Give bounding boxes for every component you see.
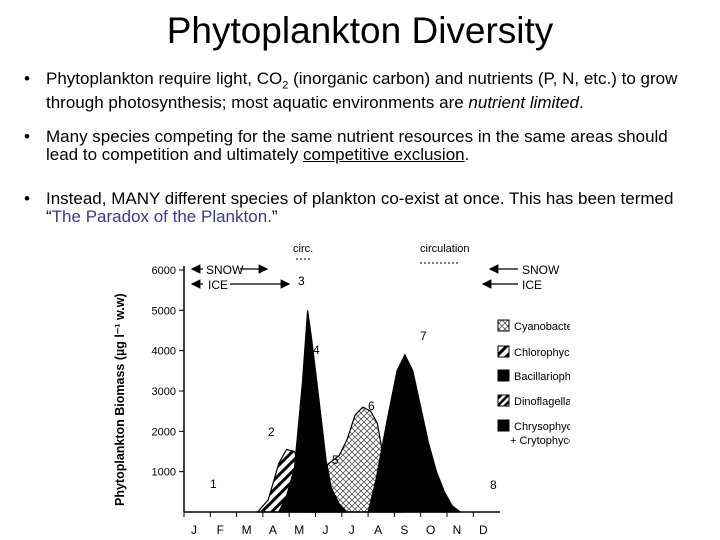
subscript-2: 2 bbox=[282, 79, 289, 92]
y-tick-label: 2000 bbox=[152, 426, 176, 438]
x-tick-label: S bbox=[400, 523, 408, 536]
x-tick-label: N bbox=[453, 523, 462, 536]
y-tick-label: 3000 bbox=[152, 386, 176, 398]
legend-label-crytophyceae: + Crytophyceae bbox=[510, 435, 570, 447]
y-tick-label: 1000 bbox=[152, 467, 176, 479]
ice-label-left: ICE bbox=[208, 278, 228, 292]
legend-label-bacillariophyceae: Bacillariophyceae bbox=[514, 371, 570, 383]
emphasis-competitive-exclusion: competitive exclusion bbox=[303, 145, 465, 164]
x-tick-label: F bbox=[217, 523, 224, 536]
bullet-marker: • bbox=[24, 189, 30, 208]
y-tick-label: 5000 bbox=[152, 305, 176, 317]
bullet-text-end: . bbox=[578, 93, 584, 113]
y-tick-label: 4000 bbox=[152, 346, 176, 358]
peak-label-5: 5 bbox=[332, 453, 339, 467]
circulation-label: circulation bbox=[420, 243, 470, 255]
bullet-text: Many species competing for the same nutr… bbox=[46, 127, 668, 164]
legend-label-chrysophyceae: Chrysophyceae bbox=[514, 421, 570, 433]
y-axis-ticks: 1000 2000 3000 4000 5000 6000 bbox=[152, 265, 184, 479]
series-areas bbox=[256, 310, 462, 513]
emphasis-nutrient-limited: nutrient limited bbox=[468, 93, 579, 113]
peak-label-4: 4 bbox=[313, 343, 320, 357]
bullet-marker: • bbox=[24, 69, 30, 88]
x-tick-label: A bbox=[374, 523, 382, 536]
legend-label-cyanobacteria: Cyanobacteria bbox=[514, 321, 570, 333]
x-tick-label: M bbox=[242, 523, 252, 536]
legend-swatch-chlorophyceae bbox=[497, 345, 510, 358]
peak-label-6: 6 bbox=[368, 399, 375, 413]
bullet-text-end: ” bbox=[271, 207, 278, 226]
peak-label-2: 2 bbox=[268, 425, 275, 439]
legend-swatch-dinoflagellates bbox=[497, 394, 510, 407]
bullet-marker: • bbox=[24, 127, 30, 146]
legend-swatch-bacillariophyceae bbox=[497, 369, 510, 382]
x-tick-label: D bbox=[479, 523, 488, 536]
peak-label-8: 8 bbox=[490, 478, 497, 492]
legend: Cyanobacteria Chlorophyceae Bacillarioph… bbox=[497, 319, 570, 447]
biomass-chart: Phytoplankton Biomass (µg l⁻¹ w.w) 1000 2… bbox=[113, 243, 570, 536]
legend-swatch-cyanobacteria bbox=[497, 319, 510, 332]
page-title: Phytoplankton Diversity bbox=[166, 10, 554, 51]
bullet-text: Phytoplankton require light, CO bbox=[46, 69, 283, 88]
bullet-text: Instead, MANY different species of plank… bbox=[46, 189, 674, 226]
circ-label: circ. bbox=[293, 243, 313, 255]
legend-swatch-chrysophyceae bbox=[497, 419, 510, 432]
paradox-of-plankton-phrase: The Paradox of the Plankton. bbox=[51, 207, 272, 226]
x-tick-label: A bbox=[269, 523, 277, 536]
legend-label-dinoflagellates: Dinoflagellates bbox=[514, 396, 570, 408]
x-tick-label: J bbox=[349, 523, 355, 536]
peak-label-1: 1 bbox=[210, 477, 217, 491]
y-axis-label: Phytoplankton Biomass (µg l⁻¹ w.w) bbox=[113, 293, 127, 506]
x-tick-label: O bbox=[426, 523, 435, 536]
ice-label-right: ICE bbox=[522, 278, 542, 292]
bullet-text-cont: (inorganic carbon) and nutrients (P, N, … bbox=[46, 69, 678, 113]
x-tick-label: M bbox=[294, 523, 304, 536]
legend-label-chlorophyceae: Chlorophyceae bbox=[514, 347, 570, 359]
x-tick-label: J bbox=[323, 523, 329, 536]
series-area-bacillariophyceae-autumn bbox=[367, 353, 462, 513]
series-area-bacillariophyceae bbox=[278, 310, 349, 513]
x-tick-label: J bbox=[191, 523, 197, 536]
snow-label-right: SNOW bbox=[522, 263, 560, 277]
peak-label-7: 7 bbox=[420, 329, 427, 343]
y-tick-label: 6000 bbox=[152, 265, 176, 277]
snow-label-left: SNOW bbox=[206, 263, 244, 277]
bullet-text-end: . bbox=[464, 145, 470, 164]
peak-label-3: 3 bbox=[298, 274, 305, 288]
